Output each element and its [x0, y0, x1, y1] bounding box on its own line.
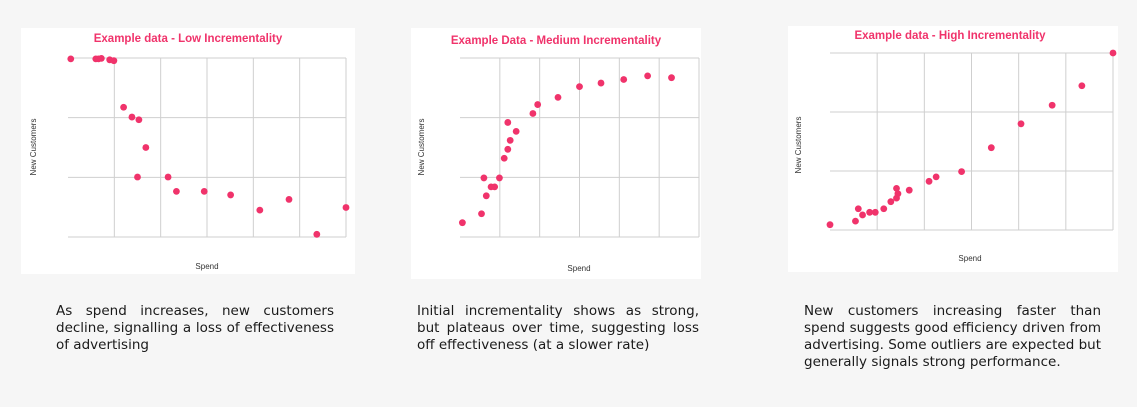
data-point [458, 219, 466, 227]
chart-high: Example data - High Incrementality Spend N… [794, 30, 1117, 263]
data-point [893, 185, 900, 192]
data-point [142, 144, 150, 151]
data-point [67, 55, 75, 63]
data-point [854, 205, 862, 213]
data-point [496, 174, 503, 182]
data-point [880, 205, 888, 213]
data-point [925, 177, 933, 185]
x-axis-label: Spend [567, 264, 590, 273]
data-point [1109, 49, 1117, 57]
data-point [491, 183, 499, 191]
data-point [932, 173, 940, 181]
data-point [1078, 82, 1086, 90]
x-axis-label: Spend [195, 262, 218, 271]
data-point [866, 208, 874, 216]
chart-low: Example data - Low Incrementality Spend Ne… [29, 33, 350, 271]
data-point [871, 208, 879, 216]
data-point [554, 93, 562, 101]
data-point [529, 110, 537, 117]
chart-card-low: Example data - Low Incrementality Spend Ne… [21, 28, 355, 274]
y-axis-label: New Customers [29, 119, 38, 176]
data-point [894, 190, 902, 198]
data-point [668, 74, 675, 82]
data-point [500, 154, 508, 162]
data-point [1048, 101, 1056, 109]
description-low: As spend increases, new customers declin… [56, 303, 334, 353]
data-point [135, 116, 143, 124]
data-point [128, 113, 136, 121]
y-axis-label: New Customers [417, 119, 426, 176]
data-point [597, 79, 605, 87]
data-point [644, 72, 652, 80]
chart-title: Example data - High Incrementality [854, 30, 1046, 42]
data-point [200, 187, 208, 195]
data-point [1017, 120, 1025, 128]
data-point [534, 101, 542, 108]
data-point [120, 103, 127, 111]
data-point [512, 127, 520, 135]
data-point [110, 57, 118, 65]
data-point [227, 191, 235, 199]
data-point [313, 230, 321, 238]
data-point [134, 173, 141, 181]
data-point [482, 192, 490, 200]
data-point [987, 144, 995, 152]
data-point [852, 217, 859, 225]
data-point [285, 196, 293, 203]
data-point [173, 187, 180, 195]
data-point [97, 54, 105, 62]
data-point [506, 136, 514, 144]
data-point [958, 168, 965, 175]
data-point [256, 206, 264, 214]
chart-title: Example data - Low Incrementality [94, 33, 283, 45]
chart-card-high: Example data - High Incrementality Spend N… [788, 26, 1118, 272]
y-axis-label: New Customers [794, 117, 803, 174]
data-point [504, 119, 512, 126]
data-point [504, 145, 512, 153]
data-point [576, 83, 583, 91]
description-high: New customers increasing faster than spe… [804, 303, 1101, 370]
data-point [887, 198, 895, 206]
chart-title: Example Data - Medium Incrementality [451, 35, 662, 47]
chart-card-medium: Example Data - Medium Incrementality Spen… [411, 28, 701, 279]
chart-medium: Example Data - Medium Incrementality Spen… [417, 35, 700, 273]
data-point [859, 211, 866, 219]
data-point [164, 173, 172, 181]
data-point [478, 210, 485, 218]
data-point [826, 221, 834, 229]
data-point [342, 204, 350, 211]
data-point [480, 174, 488, 182]
data-point [905, 186, 913, 194]
description-medium: Initial incrementality shows as strong, … [417, 303, 699, 353]
x-axis-label: Spend [958, 254, 981, 263]
data-point [620, 76, 628, 83]
